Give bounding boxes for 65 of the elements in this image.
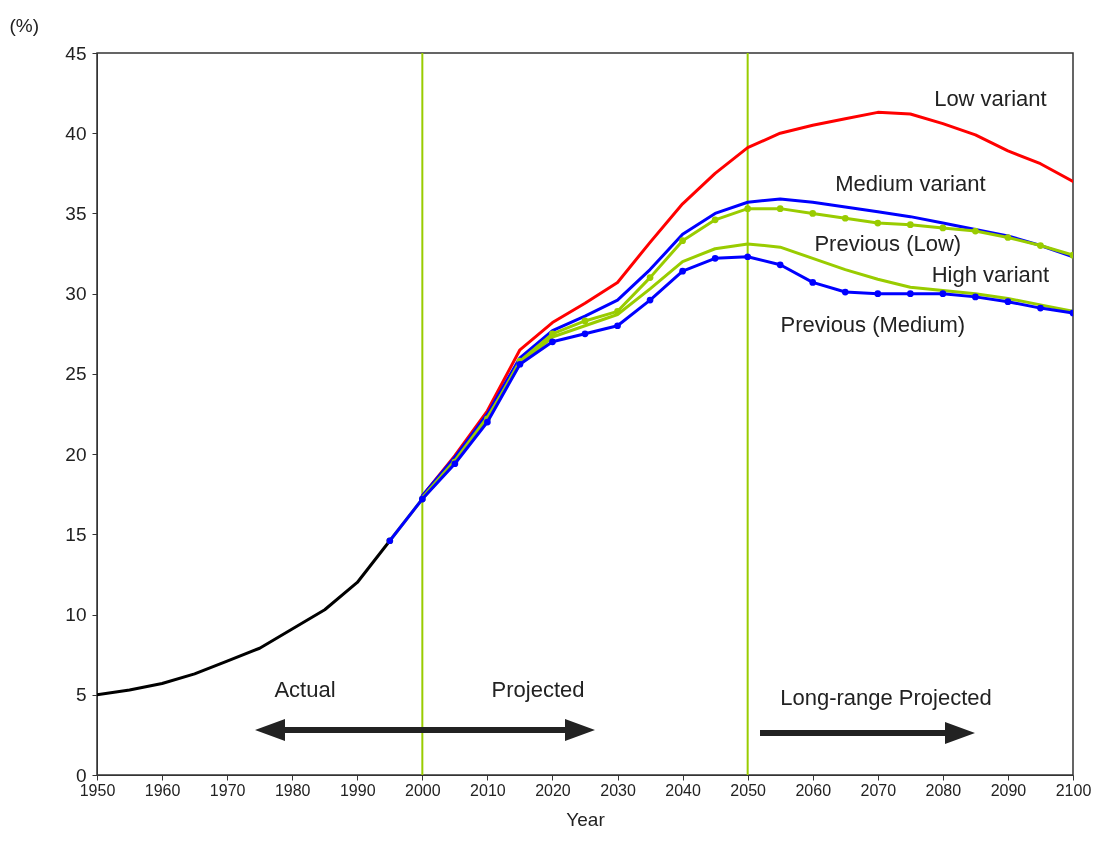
point bbox=[874, 290, 882, 298]
point bbox=[776, 205, 784, 212]
x-tick-label: 1960 bbox=[144, 781, 181, 799]
x-tick-label: 2080 bbox=[925, 781, 962, 799]
point bbox=[1004, 298, 1012, 306]
x-tick-label: 2100 bbox=[1055, 781, 1092, 799]
point bbox=[744, 205, 752, 212]
point bbox=[809, 279, 817, 286]
series-label: Medium variant bbox=[835, 170, 986, 196]
x-tick-label: 2070 bbox=[860, 781, 897, 799]
point bbox=[776, 261, 784, 269]
x-tick-label: 1950 bbox=[79, 781, 116, 799]
y-tick-label: 15 bbox=[65, 523, 87, 545]
x-axis-title: Year bbox=[566, 808, 606, 830]
point bbox=[646, 274, 654, 281]
x-tick-label: 2020 bbox=[535, 781, 571, 799]
series-label: Previous (Medium) bbox=[780, 311, 966, 337]
point bbox=[1037, 304, 1044, 312]
x-tick-label: 1990 bbox=[339, 781, 376, 799]
point bbox=[711, 216, 719, 224]
series-label: Low variant bbox=[934, 85, 1047, 111]
y-tick-label: 5 bbox=[75, 684, 87, 706]
x-tick-label: 2050 bbox=[730, 781, 767, 799]
point bbox=[614, 322, 621, 330]
y-tick-label: 10 bbox=[65, 604, 87, 626]
y-tick-label: 20 bbox=[65, 443, 87, 465]
x-tick-label: 2010 bbox=[470, 781, 506, 799]
y-tick-label: 45 bbox=[65, 42, 87, 64]
point bbox=[841, 288, 849, 296]
point bbox=[874, 219, 882, 227]
x-tick-label: 1980 bbox=[274, 781, 311, 799]
point bbox=[549, 338, 556, 346]
y-tick-label: 30 bbox=[65, 283, 87, 305]
x-tick-label: 2030 bbox=[600, 781, 636, 799]
x-tick-label: 1970 bbox=[209, 781, 246, 799]
annotation: Projected bbox=[491, 677, 585, 702]
annotation: Long-range Projected bbox=[780, 685, 992, 710]
point bbox=[646, 296, 654, 304]
y-tick-label: 25 bbox=[65, 363, 87, 385]
point bbox=[809, 210, 817, 217]
y-tick-label: 35 bbox=[65, 202, 87, 224]
annotation: Actual bbox=[274, 677, 336, 702]
point bbox=[1037, 242, 1044, 249]
point bbox=[744, 253, 752, 261]
y-axis-title: (%) bbox=[9, 14, 40, 36]
y-tick-label: 40 bbox=[65, 122, 87, 144]
point bbox=[711, 255, 719, 262]
point bbox=[972, 227, 979, 235]
x-tick-label: 2090 bbox=[990, 781, 1027, 799]
point bbox=[841, 214, 849, 222]
series-label: Previous (Low) bbox=[814, 231, 962, 257]
point bbox=[972, 293, 979, 301]
point bbox=[939, 224, 947, 232]
point bbox=[906, 290, 914, 298]
point bbox=[906, 221, 914, 229]
x-tick-label: 2040 bbox=[665, 781, 701, 799]
x-tick-label: 2060 bbox=[795, 781, 832, 799]
point bbox=[679, 267, 686, 275]
point bbox=[581, 317, 589, 325]
series-label: High variant bbox=[931, 261, 1050, 287]
point bbox=[939, 290, 947, 298]
point bbox=[1004, 234, 1012, 241]
point bbox=[581, 330, 589, 338]
point bbox=[679, 237, 686, 245]
x-tick-label: 2000 bbox=[405, 781, 441, 799]
